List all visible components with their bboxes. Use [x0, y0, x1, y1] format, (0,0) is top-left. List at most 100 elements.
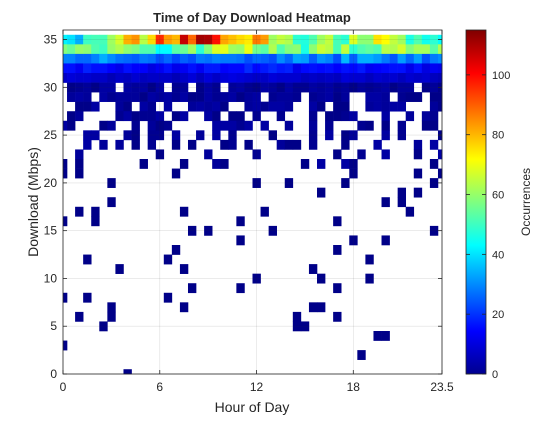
heatmap-cell: [139, 92, 148, 102]
heatmap-cell: [244, 34, 253, 45]
heatmap-cell: [333, 92, 342, 102]
heatmap-cell: [341, 130, 350, 141]
heatmap-cell: [147, 101, 157, 112]
heatmap-cell: [196, 92, 205, 102]
heatmap-cell: [83, 53, 92, 64]
heatmap-cell: [397, 53, 407, 64]
heatmap-cell: [268, 44, 277, 55]
heatmap-cell: [397, 44, 407, 55]
heatmap-cell: [212, 53, 221, 64]
heatmap-cell: [212, 73, 221, 83]
heatmap-cell: [405, 53, 415, 64]
heatmap-cell: [107, 34, 116, 45]
heatmap-cell: [139, 111, 148, 122]
heatmap-cell: [437, 73, 443, 83]
heatmap-cell: [437, 63, 443, 74]
heatmap-cell: [115, 92, 124, 102]
heatmap-cell: [67, 92, 76, 102]
heatmap-cell: [429, 34, 439, 45]
heatmap-cell: [220, 139, 229, 150]
heatmap-cell: [389, 63, 398, 74]
heatmap-cell: [63, 340, 68, 351]
heatmap-cell: [349, 73, 358, 83]
heatmap-cell: [357, 73, 366, 83]
heatmap-cell: [308, 111, 318, 122]
heatmap-cell: [437, 101, 443, 112]
heatmap-cell: [228, 73, 237, 83]
heatmap-cell: [397, 63, 407, 74]
heatmap-cell: [107, 92, 116, 102]
heatmap-cell: [115, 53, 124, 64]
heatmap-cell: [212, 92, 221, 102]
heatmap-cell: [317, 101, 326, 112]
heatmap-cell: [212, 159, 221, 169]
heatmap-cell: [187, 53, 197, 64]
heatmap-cell: [276, 92, 286, 102]
heatmap-cell: [244, 82, 253, 93]
heatmap-cell: [421, 63, 431, 74]
heatmap-cell: [220, 53, 229, 64]
colorbar-tick-label: 20: [492, 309, 504, 321]
heatmap-cell: [292, 321, 302, 332]
heatmap-cell: [99, 120, 108, 131]
heatmap-cell: [284, 82, 294, 93]
heatmap-cell: [147, 53, 157, 64]
heatmap-cell: [91, 206, 100, 217]
heatmap-cell: [204, 73, 213, 83]
heatmap-cell: [187, 92, 197, 102]
heatmap-cell: [325, 34, 334, 45]
heatmap-cell: [99, 44, 108, 55]
heatmap-cell: [147, 139, 157, 150]
heatmap-cell: [268, 34, 277, 45]
heatmap-cell: [147, 82, 157, 93]
heatmap-cell: [300, 34, 310, 45]
heatmap-cell: [357, 120, 366, 131]
heatmap-cell: [196, 53, 205, 64]
heatmap-cell: [429, 73, 439, 83]
heatmap-cell: [429, 92, 439, 102]
heatmap-cell: [421, 120, 431, 131]
heatmap-cell: [300, 63, 310, 74]
heatmap-cell: [67, 111, 76, 122]
heatmap-cell: [163, 53, 173, 64]
heatmap-cell: [325, 82, 334, 93]
heatmap-cell: [75, 101, 84, 112]
heatmap-cell: [349, 63, 358, 74]
heatmap-cell: [373, 92, 382, 102]
heatmap-cell: [220, 73, 229, 83]
heatmap-cell: [276, 111, 286, 122]
y-tick-label: 10: [44, 271, 58, 285]
heatmap-cell: [187, 101, 197, 112]
heatmap-cell: [333, 311, 342, 322]
heatmap-cell: [83, 139, 92, 150]
heatmap-cell: [308, 92, 318, 102]
heatmap-cell: [99, 34, 108, 45]
heatmap-cell: [389, 44, 398, 55]
heatmap-cell: [171, 92, 181, 102]
heatmap-cell: [325, 53, 334, 64]
heatmap-cell: [284, 63, 294, 74]
heatmap-cell: [236, 53, 245, 64]
heatmap-cell: [373, 101, 382, 112]
heatmap-cell: [365, 254, 374, 265]
colorbar-tick-label: 80: [492, 130, 504, 142]
heatmap-cell: [333, 149, 342, 160]
heatmap-cell: [317, 34, 326, 45]
heatmap-cell: [155, 92, 165, 102]
heatmap-cell: [405, 82, 415, 93]
heatmap-cell: [381, 111, 390, 122]
heatmap-cell: [429, 82, 439, 93]
heatmap-cell: [284, 53, 294, 64]
heatmap-cell: [163, 92, 173, 102]
heatmap-cell: [341, 63, 350, 74]
heatmap-cell: [317, 302, 326, 313]
heatmap-cell: [268, 225, 277, 236]
heatmap-cell: [260, 101, 269, 112]
heatmap-cell: [429, 159, 439, 169]
heatmap-cell: [107, 120, 116, 131]
x-axis-ticks: 0 6 12 18 23.5: [60, 30, 454, 394]
heatmap-cell: [75, 34, 84, 45]
heatmap-cell: [308, 101, 318, 112]
heatmap-cell: [429, 178, 439, 188]
